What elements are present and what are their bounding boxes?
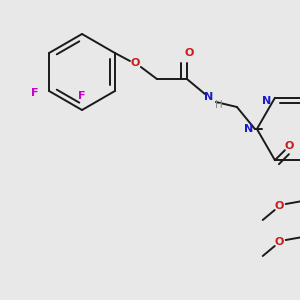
Text: O: O xyxy=(184,48,194,58)
Text: O: O xyxy=(130,58,140,68)
Text: F: F xyxy=(78,91,86,101)
Text: O: O xyxy=(274,237,284,247)
Text: N: N xyxy=(262,96,272,106)
Text: O: O xyxy=(274,201,284,211)
Text: N: N xyxy=(204,92,214,102)
Text: H: H xyxy=(215,100,223,110)
Text: O: O xyxy=(284,141,294,151)
Text: F: F xyxy=(31,88,39,98)
Text: N: N xyxy=(244,124,254,134)
